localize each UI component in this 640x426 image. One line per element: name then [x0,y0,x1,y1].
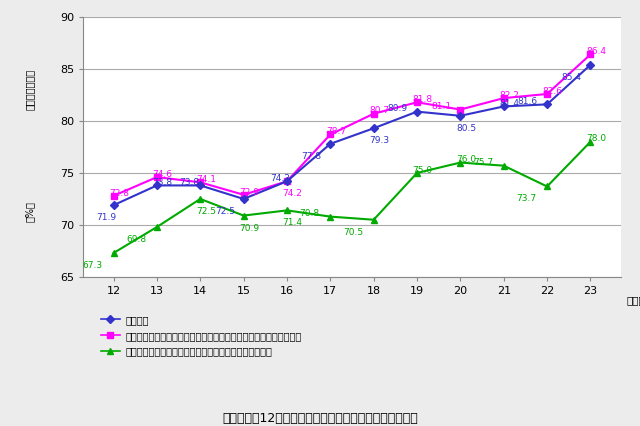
Text: 77.8: 77.8 [301,152,321,161]
Text: 67.3: 67.3 [83,261,103,270]
Legend: 全測定点, 地域の騒音状況をマクロに把握するような地点を選定している場合, 騒音に係る問題を生じやすい地点等を選定している場合: 全測定点, 地域の騒音状況をマクロに把握するような地点を選定している場合, 騒音… [99,313,303,359]
地域の騒音状況をマクロに把握するような地点を選定している場合 [587,52,595,57]
Text: 74.2: 74.2 [270,174,290,183]
騒音に係る問題を生じやすい地点等を選定している場合 [500,163,508,168]
地域の騒音状況をマクロに把握するような地点を選定している場合 [370,111,378,116]
地域の騒音状況をマクロに把握するような地点を選定している場合 [153,175,161,180]
地域の騒音状況をマクロに把握するような地点を選定している場合 [543,92,551,97]
Text: 80.9: 80.9 [388,104,408,113]
Text: 79.3: 79.3 [369,136,389,145]
Text: 72.5: 72.5 [216,207,236,216]
騒音に係る問題を生じやすい地点等を選定している場合 [153,225,161,230]
Text: 85.4: 85.4 [561,73,581,82]
Text: 75.0: 75.0 [413,166,433,175]
Text: 82.6: 82.6 [543,86,563,96]
騒音に係る問題を生じやすい地点等を選定している場合 [370,217,378,222]
騒音に係る問題を生じやすい地点等を選定している場合 [413,170,421,176]
Text: 70.9: 70.9 [239,224,259,233]
Text: 74.2: 74.2 [283,189,303,198]
Text: 73.8: 73.8 [179,178,199,187]
Text: （年度）: （年度） [626,295,640,305]
Text: 図１　過去12カ年の一般地域における環境基準適合状況: 図１ 過去12カ年の一般地域における環境基準適合状況 [222,412,418,425]
地域の騒音状況をマクロに把握するような地点を選定している場合 [196,180,204,185]
地域の騒音状況をマクロに把握するような地点を選定している場合 [500,95,508,101]
騒音に係る問題を生じやすい地点等を選定している場合 [326,214,334,219]
全測定点 [456,113,464,118]
全測定点 [370,126,378,131]
Text: 86.4: 86.4 [586,47,606,56]
全測定点 [196,183,204,188]
騒音に係る問題を生じやすい地点等を選定している場合 [196,196,204,201]
騒音に係る問題を生じやすい地点等を選定している場合 [109,250,117,256]
全測定点 [413,109,421,114]
Line: 地域の騒音状況をマクロに把握するような地点を選定している場合: 地域の騒音状況をマクロに把握するような地点を選定している場合 [111,52,593,199]
全測定点 [543,102,551,107]
Text: 73.7: 73.7 [516,194,536,204]
Text: 73.8: 73.8 [152,178,173,187]
Text: （%）: （%） [24,201,35,222]
騒音に係る問題を生じやすい地点等を選定している場合 [587,139,595,144]
Text: 78.7: 78.7 [326,127,346,136]
Text: 75.7: 75.7 [473,158,493,167]
全測定点 [109,203,117,208]
Text: 70.5: 70.5 [343,228,363,237]
Text: 70.8: 70.8 [300,209,319,219]
Text: 82.2: 82.2 [499,91,519,100]
Line: 全測定点: 全測定点 [111,62,593,208]
Text: 80.5: 80.5 [456,124,476,133]
地域の騒音状況をマクロに把握するような地点を選定している場合 [326,132,334,137]
騒音に係る問題を生じやすい地点等を選定している場合 [240,213,248,218]
地域の騒音状況をマクロに把握するような地点を選定している場合 [413,100,421,105]
Text: 72.9: 72.9 [239,187,259,196]
Text: 81.6: 81.6 [518,97,538,106]
地域の騒音状況をマクロに把握するような地点を選定している場合 [283,179,291,184]
Text: 72.5: 72.5 [196,207,216,216]
Text: 81.8: 81.8 [413,95,433,104]
全測定点 [587,62,595,67]
全測定点 [500,104,508,109]
Text: 69.8: 69.8 [126,235,146,244]
地域の騒音状況をマクロに把握するような地点を選定している場合 [109,193,117,199]
騒音に係る問題を生じやすい地点等を選定している場合 [456,160,464,165]
Text: 78.0: 78.0 [586,135,606,144]
Text: 76.0: 76.0 [456,155,476,164]
Text: 74.6: 74.6 [152,170,172,179]
騒音に係る問題を生じやすい地点等を選定している場合 [283,208,291,213]
全測定点 [283,179,291,184]
全測定点 [240,196,248,201]
Text: 81.1: 81.1 [431,102,451,111]
騒音に係る問題を生じやすい地点等を選定している場合 [543,184,551,189]
Text: 74.1: 74.1 [196,175,216,184]
地域の騒音状況をマクロに把握するような地点を選定している場合 [240,192,248,197]
Text: 環境基準適合率: 環境基準適合率 [24,69,35,110]
Text: 80.7: 80.7 [369,106,389,115]
Text: 81.4: 81.4 [499,99,519,108]
Text: 72.8: 72.8 [109,189,129,198]
Text: 71.9: 71.9 [97,213,116,222]
Line: 騒音に係る問題を生じやすい地点等を選定している場合: 騒音に係る問題を生じやすい地点等を選定している場合 [111,139,593,256]
全測定点 [153,183,161,188]
地域の騒音状況をマクロに把握するような地点を選定している場合 [456,107,464,112]
全測定点 [326,141,334,147]
Text: 71.4: 71.4 [282,219,303,227]
